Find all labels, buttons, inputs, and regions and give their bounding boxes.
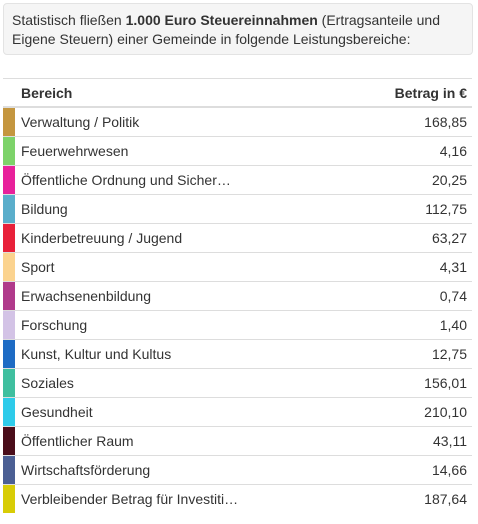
amount: 14,66 <box>354 455 472 485</box>
swatch-cell <box>3 368 15 398</box>
color-swatch <box>3 456 15 484</box>
area-name: Gesundheit <box>15 397 355 427</box>
amount: 20,25 <box>354 165 472 195</box>
swatch-cell <box>3 397 15 427</box>
area-name: Sport <box>15 252 355 282</box>
color-swatch <box>3 166 15 194</box>
area-name: Soziales <box>15 368 355 398</box>
table-row: Kinderbetreuung / Jugend 63,27 <box>3 223 472 253</box>
amount: 12,75 <box>354 339 472 369</box>
area-name: Erwachsenenbildung <box>15 281 355 311</box>
swatch-cell <box>3 106 15 137</box>
table-row: Kunst, Kultur und Kultus 12,75 <box>3 339 472 369</box>
area-name: Öffentlicher Raum <box>15 426 355 456</box>
table-row: Erwachsenenbildung 0,74 <box>3 281 472 311</box>
header-cell <box>3 78 15 108</box>
table-row: Wirtschaftsförderung 14,66 <box>3 455 472 485</box>
swatch-cell <box>3 165 15 195</box>
amount: 156,01 <box>354 368 472 398</box>
swatch-cell <box>3 252 15 282</box>
header-cell: Bereich <box>15 78 355 108</box>
swatch-cell <box>3 281 15 311</box>
area-name: Öffentliche Ordnung und Sicher… <box>15 165 355 195</box>
amount: 4,31 <box>354 252 472 282</box>
table: Bereich Betrag in € Verwaltung / Politik… <box>3 78 472 513</box>
area-name: Bildung <box>15 194 355 224</box>
amount: 0,74 <box>354 281 472 311</box>
color-swatch <box>3 369 15 397</box>
table-row: Bildung 112,75 <box>3 194 472 224</box>
amount: 43,11 <box>354 426 472 456</box>
color-swatch <box>3 485 15 513</box>
area-name: Wirtschaftsförderung <box>15 455 355 485</box>
amount: 4,16 <box>354 136 472 166</box>
swatch-cell <box>3 310 15 340</box>
swatch-cell <box>3 136 15 166</box>
table-row: Öffentliche Ordnung und Sicher… 20,25 <box>3 165 472 195</box>
table-row: Feuerwehrwesen 4,16 <box>3 136 472 166</box>
color-swatch <box>3 282 15 310</box>
table-row: Gesundheit 210,10 <box>3 397 472 427</box>
area-name: Kinderbetreuung / Jugend <box>15 223 355 253</box>
color-swatch <box>3 427 15 455</box>
table-row: Öffentlicher Raum 43,11 <box>3 426 472 456</box>
amount: 1,40 <box>354 310 472 340</box>
color-swatch <box>3 253 15 281</box>
intro-bold: 1.000 Euro Steuereinnahmen <box>125 12 318 28</box>
swatch-cell <box>3 484 15 513</box>
amount: 187,64 <box>354 484 472 513</box>
intro-box: Statistisch fließen 1.000 Euro Steuerein… <box>3 3 473 55</box>
amount: 112,75 <box>354 194 472 224</box>
table-row: Sport 4,31 <box>3 252 472 282</box>
area-name: Verwaltung / Politik <box>15 106 355 137</box>
swatch-cell <box>3 339 15 369</box>
intro-text: Statistisch fließen <box>12 12 126 28</box>
swatch-cell <box>3 223 15 253</box>
color-swatch <box>3 224 15 252</box>
table-row: Verbleibender Betrag für Investiti… 187,6… <box>3 484 472 513</box>
area-name: Forschung <box>15 310 355 340</box>
swatch-cell <box>3 455 15 485</box>
color-swatch <box>3 340 15 368</box>
swatch-cell <box>3 426 15 456</box>
color-swatch <box>3 137 15 165</box>
area-name: Verbleibender Betrag für Investiti… <box>15 484 355 513</box>
intro-text: (Ertragsanteile und Eigene Steuern) eine… <box>12 12 440 47</box>
amount: 210,10 <box>354 397 472 427</box>
color-swatch <box>3 195 15 223</box>
color-swatch <box>3 108 15 136</box>
header-row: Bereich Betrag in € <box>3 78 472 108</box>
table-row: Soziales 156,01 <box>3 368 472 398</box>
table-row: Forschung 1,40 <box>3 310 472 340</box>
amount: 168,85 <box>354 106 472 137</box>
amount: 63,27 <box>354 223 472 253</box>
area-name: Kunst, Kultur und Kultus <box>15 339 355 369</box>
table-row: Verwaltung / Politik 168,85 <box>3 106 472 137</box>
area-name: Feuerwehrwesen <box>15 136 355 166</box>
header-cell: Betrag in € <box>354 78 472 108</box>
color-swatch <box>3 398 15 426</box>
swatch-cell <box>3 194 15 224</box>
color-swatch <box>3 311 15 339</box>
